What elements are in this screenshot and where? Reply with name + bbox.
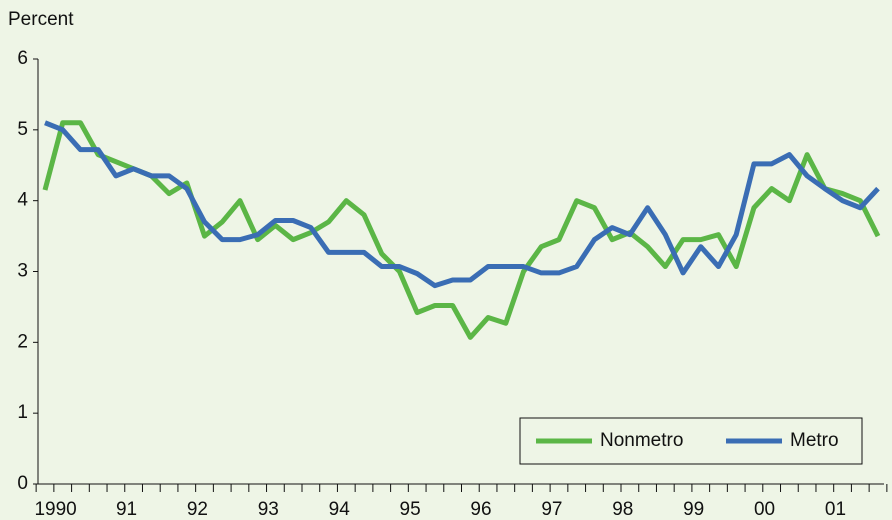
y-tick-label: 6 <box>17 48 28 69</box>
line-series <box>44 120 880 289</box>
y-tick-label: 3 <box>17 261 28 282</box>
x-tick-label: 91 <box>116 499 137 520</box>
legend-label: Nonmetro <box>600 430 683 451</box>
y-tick-label: 5 <box>17 119 28 140</box>
y-tick-label: 1 <box>17 402 28 423</box>
x-tick-label: 98 <box>612 499 633 520</box>
y-axis-label: Percent <box>8 9 74 30</box>
x-tick-label: 97 <box>541 499 562 520</box>
x-tick-label: 96 <box>470 499 491 520</box>
x-tick-label: 1990 <box>34 499 76 520</box>
x-tick-label: 01 <box>825 499 846 520</box>
x-tick-label: 95 <box>400 499 421 520</box>
y-tick-label: 2 <box>17 331 28 352</box>
line-series <box>42 120 881 340</box>
y-tick-label: 0 <box>17 473 28 494</box>
y-tick-label: 4 <box>17 190 28 211</box>
x-tick-label: 93 <box>258 499 279 520</box>
legend-label: Metro <box>790 430 839 451</box>
x-tick-label: 94 <box>329 499 351 520</box>
x-tick-label: 92 <box>187 499 208 520</box>
x-tick-label: 99 <box>683 499 704 520</box>
x-tick-label: 00 <box>754 499 775 520</box>
